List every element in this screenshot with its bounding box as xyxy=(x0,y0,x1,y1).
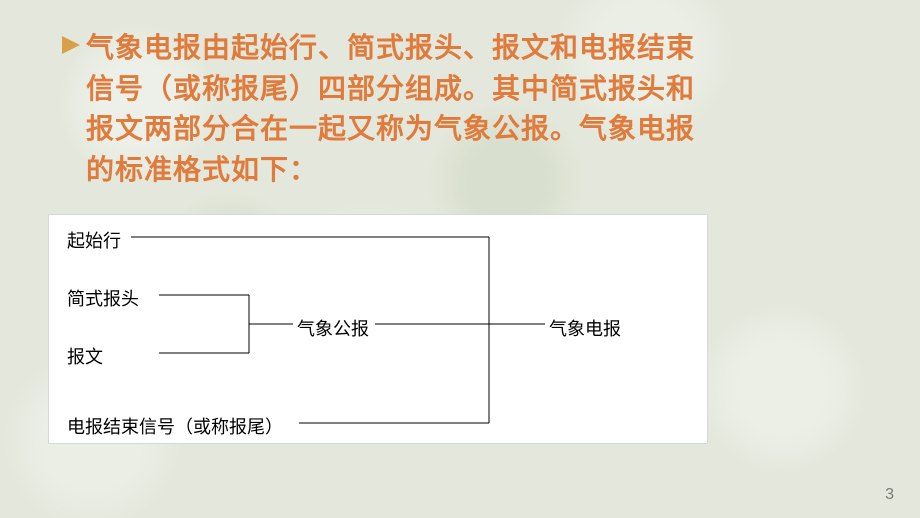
node-telegram: 气象电报 xyxy=(549,315,621,341)
node-body: 报文 xyxy=(67,343,103,369)
page-number: 3 xyxy=(885,486,894,504)
structure-diagram: 起始行 简式报头 报文 电报结束信号（或称报尾） 气象公报 气象电报 xyxy=(48,214,708,444)
slide: 气象电报由起始行、简式报头、报文和电报结束信号（或称报尾）四部分组成。其中简式报… xyxy=(0,0,920,518)
slide-content: 气象电报由起始行、简式报头、报文和电报结束信号（或称报尾）四部分组成。其中简式报… xyxy=(0,0,920,444)
bullet-arrow-icon xyxy=(60,34,82,56)
node-bulletin: 气象公报 xyxy=(297,315,369,341)
node-brief-header: 简式报头 xyxy=(67,285,139,311)
node-start-line: 起始行 xyxy=(67,227,121,253)
bullet-block: 气象电报由起始行、简式报头、报文和电报结束信号（或称报尾）四部分组成。其中简式报… xyxy=(60,28,860,190)
body-text: 气象电报由起始行、简式报头、报文和电报结束信号（或称报尾）四部分组成。其中简式报… xyxy=(86,28,706,190)
node-end-signal: 电报结束信号（或称报尾） xyxy=(67,413,283,439)
